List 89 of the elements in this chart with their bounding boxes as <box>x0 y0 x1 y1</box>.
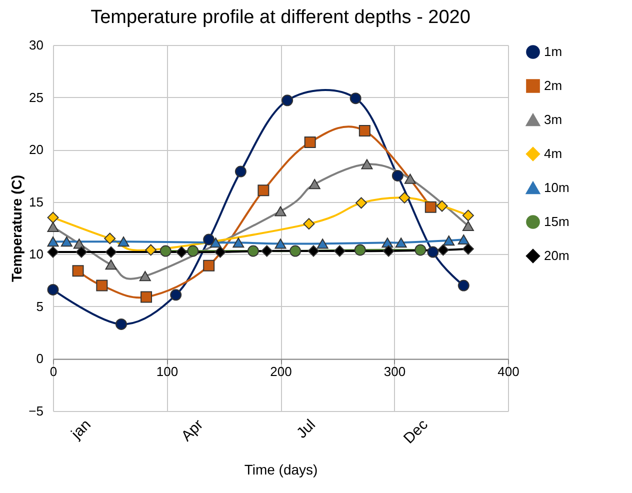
point <box>334 245 346 257</box>
point <box>118 236 130 247</box>
legend-label: 15m <box>544 214 570 229</box>
point <box>214 246 226 258</box>
point <box>436 200 448 212</box>
point <box>404 174 416 184</box>
point <box>96 280 108 292</box>
point <box>47 236 59 247</box>
x-tick-label: 0 <box>50 364 58 380</box>
point <box>203 260 215 272</box>
point <box>203 234 215 246</box>
point <box>443 236 455 246</box>
x-tick-label: 400 <box>498 364 520 380</box>
legend-label: 2m <box>544 78 562 93</box>
point <box>361 159 373 170</box>
point <box>72 265 84 277</box>
point <box>105 246 117 258</box>
legend-label: 4m <box>544 146 562 161</box>
point <box>47 222 59 232</box>
point <box>282 94 294 106</box>
y-tick-label: 20 <box>29 142 44 158</box>
point <box>140 291 152 303</box>
x-tick-label: 200 <box>270 364 292 380</box>
text: Jul <box>293 416 320 442</box>
point <box>316 238 328 249</box>
point <box>462 243 474 255</box>
point <box>458 280 470 292</box>
point <box>356 197 368 209</box>
point <box>382 245 394 257</box>
point <box>47 246 59 258</box>
point <box>258 184 270 196</box>
point <box>398 192 410 204</box>
x-tick-label: 300 <box>384 364 406 380</box>
legend-label: 10m <box>544 180 570 195</box>
y-tick-label: 30 <box>29 38 44 52</box>
point <box>414 244 426 256</box>
text: Apr <box>178 416 207 445</box>
x-axis-title: Time (days) <box>244 462 318 478</box>
legend-label: 20m <box>544 248 570 263</box>
point <box>47 284 59 296</box>
point <box>47 212 59 224</box>
point <box>187 245 199 257</box>
point <box>427 246 439 258</box>
point <box>274 206 286 216</box>
point <box>462 220 474 231</box>
legend-label: 1m <box>544 44 562 59</box>
y-tick-label: 15 <box>29 194 44 210</box>
point <box>261 245 273 257</box>
point <box>170 289 182 301</box>
point <box>73 238 85 249</box>
point <box>176 246 188 258</box>
point <box>395 238 407 248</box>
y-tick-label: 5 <box>36 298 44 314</box>
point <box>60 236 72 247</box>
point <box>358 125 370 136</box>
point <box>234 166 246 178</box>
point <box>274 238 286 249</box>
point <box>290 245 302 257</box>
point <box>160 245 172 257</box>
legend-label: 3m <box>544 112 562 127</box>
y-tick-label: 25 <box>29 90 44 105</box>
chart-title: Temperature profile at different depths - 2020 <box>90 7 470 28</box>
text: jan <box>67 416 94 444</box>
point <box>105 260 117 270</box>
point <box>437 244 449 256</box>
point <box>462 210 474 222</box>
x-tick-label: 100 <box>156 364 178 380</box>
point <box>210 238 222 248</box>
point <box>308 179 320 190</box>
point <box>392 170 404 182</box>
y-tick-label: −5 <box>28 404 44 418</box>
point <box>303 218 315 230</box>
point <box>308 245 320 257</box>
text: Dec <box>400 416 432 448</box>
point <box>350 92 362 104</box>
y-tick-label: 10 <box>29 246 44 262</box>
point <box>354 244 366 256</box>
point <box>116 318 127 330</box>
y-axis-title: Temperature (C) <box>8 174 25 282</box>
y-tick-label: 0 <box>36 351 44 366</box>
point <box>145 244 157 256</box>
point <box>104 232 116 244</box>
point <box>139 271 151 282</box>
point <box>247 245 259 257</box>
point <box>76 246 88 258</box>
point <box>304 136 316 148</box>
point <box>424 201 436 213</box>
point <box>458 234 470 245</box>
point <box>232 238 244 248</box>
